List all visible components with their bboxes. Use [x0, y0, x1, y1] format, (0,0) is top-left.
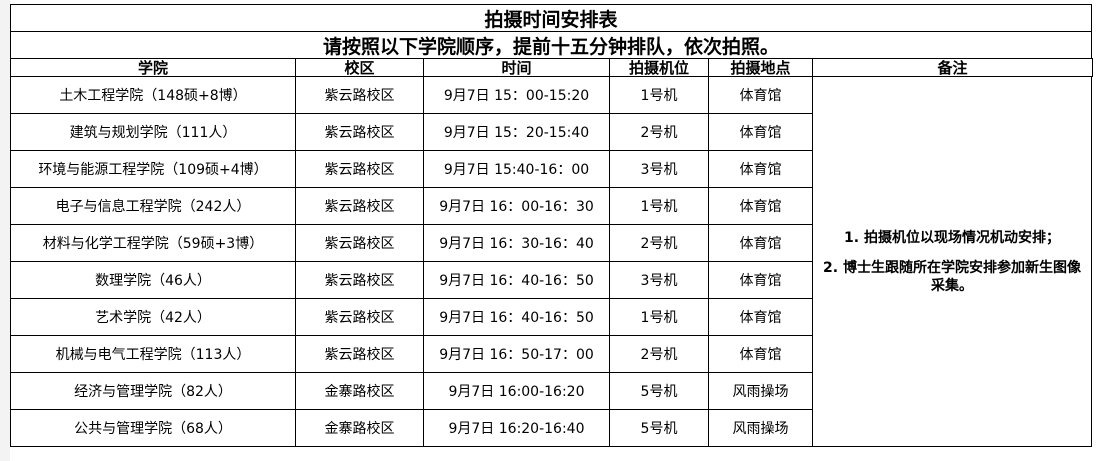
cell: 9月7日 15：20-15:40 — [423, 113, 610, 151]
cell: 经济与管理学院（82人） — [10, 372, 296, 410]
column-header: 备注 — [812, 58, 1093, 77]
cell: 电子与信息工程学院（242人） — [10, 187, 296, 225]
remarks: 1. 拍摄机位以现场情况机动安排； 2. 博士生跟随所在学院安排参加新生图像采集。 — [812, 76, 1092, 447]
cell: 体育馆 — [708, 150, 813, 188]
cell: 紫云路校区 — [295, 76, 424, 114]
cell: 1号机 — [609, 298, 709, 336]
cell: 9月7日 16:00-16:20 — [423, 372, 610, 410]
column-header: 学院 — [10, 58, 296, 77]
cell: 材料与化学工程学院（59硕+3博） — [10, 224, 296, 262]
cell: 2号机 — [609, 224, 709, 262]
cell: 金寨路校区 — [295, 409, 424, 447]
cell: 体育馆 — [708, 224, 813, 262]
title: 拍摄时间安排表 — [10, 4, 1092, 32]
cell: 9月7日 16：40-16：50 — [423, 298, 610, 336]
cell: 金寨路校区 — [295, 372, 424, 410]
cell: 体育馆 — [708, 335, 813, 373]
cell: 建筑与规划学院（111人） — [10, 113, 296, 151]
cell: 9月7日 15：00-15:20 — [423, 76, 610, 114]
cell: 9月7日 16：50-17：00 — [423, 335, 610, 373]
cell: 紫云路校区 — [295, 150, 424, 188]
cell: 2号机 — [609, 335, 709, 373]
cell: 体育馆 — [708, 187, 813, 225]
cell: 9月7日 16：30-16：40 — [423, 224, 610, 262]
column-header: 拍摄地点 — [708, 58, 813, 77]
cell: 5号机 — [609, 372, 709, 410]
cell: 机械与电气工程学院（113人） — [10, 335, 296, 373]
cell: 数理学院（46人） — [10, 261, 296, 299]
cell: 2号机 — [609, 113, 709, 151]
cell: 体育馆 — [708, 261, 813, 299]
cell: 3号机 — [609, 150, 709, 188]
cell: 1号机 — [609, 76, 709, 114]
cell: 紫云路校区 — [295, 298, 424, 336]
cell: 紫云路校区 — [295, 224, 424, 262]
remark-line: 2. 博士生跟随所在学院安排参加新生图像采集。 — [823, 259, 1081, 294]
cell: 土木工程学院（148硕+8博） — [10, 76, 296, 114]
cell: 紫云路校区 — [295, 113, 424, 151]
cell: 公共与管理学院（68人） — [10, 409, 296, 447]
cell: 9月7日 16：40-16：50 — [423, 261, 610, 299]
cell: 紫云路校区 — [295, 261, 424, 299]
cell: 风雨操场 — [708, 372, 813, 410]
cell: 紫云路校区 — [295, 335, 424, 373]
cell: 紫云路校区 — [295, 187, 424, 225]
cell: 体育馆 — [708, 76, 813, 114]
column-header: 拍摄机位 — [609, 58, 709, 77]
row-header-strip — [0, 0, 10, 461]
cell: 体育馆 — [708, 113, 813, 151]
column-header: 时间 — [423, 58, 610, 77]
subtitle: 请按照以下学院顺序，提前十五分钟排队，依次拍照。 — [10, 31, 1092, 59]
cell: 3号机 — [609, 261, 709, 299]
cell: 5号机 — [609, 409, 709, 447]
remark-line: 1. 拍摄机位以现场情况机动安排； — [844, 229, 1060, 246]
cell: 1号机 — [609, 187, 709, 225]
cell: 艺术学院（42人） — [10, 298, 296, 336]
cell: 风雨操场 — [708, 409, 813, 447]
cell: 体育馆 — [708, 298, 813, 336]
cell: 9月7日 16:20-16:40 — [423, 409, 610, 447]
cell: 9月7日 16：00-16：30 — [423, 187, 610, 225]
cell: 环境与能源工程学院（109硕+4博） — [10, 150, 296, 188]
cell: 9月7日 15:40-16：00 — [423, 150, 610, 188]
column-header: 校区 — [295, 58, 424, 77]
